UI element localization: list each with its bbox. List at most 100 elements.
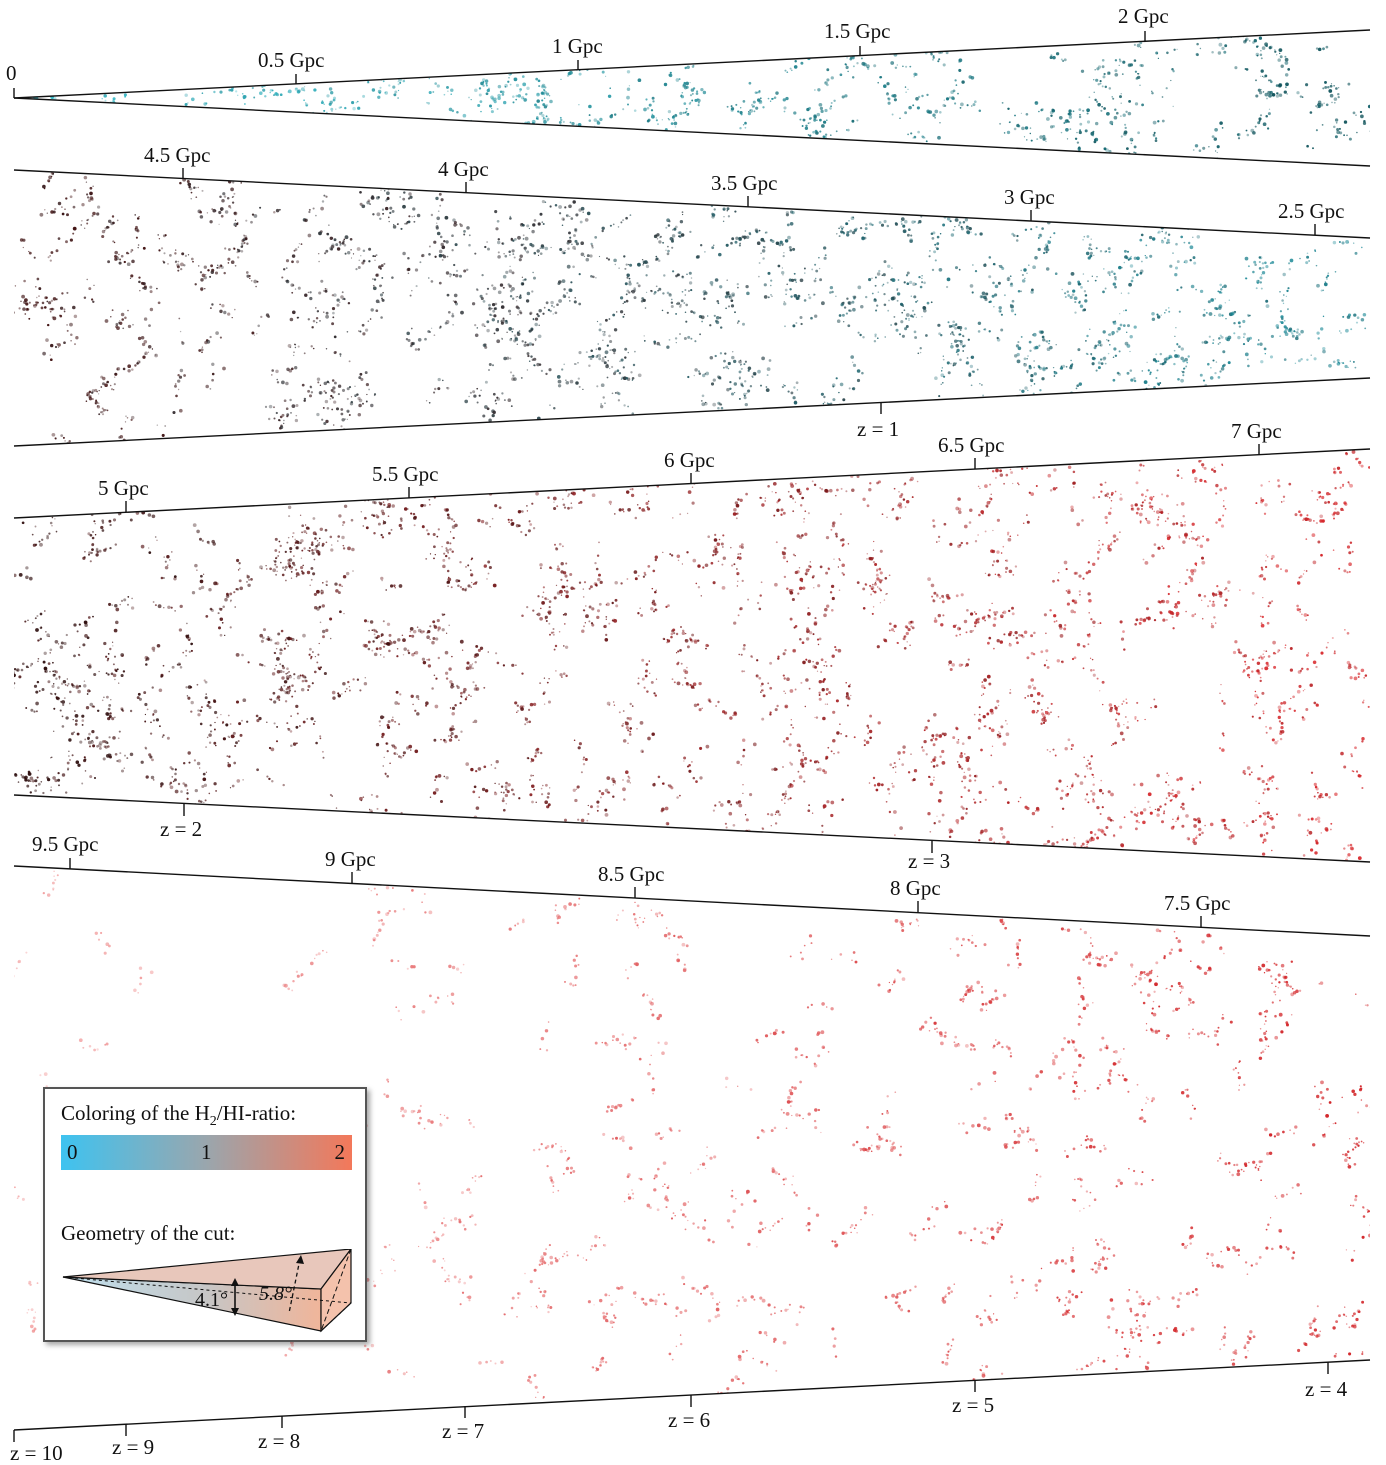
structure-speck (508, 254, 511, 256)
structure-speck (784, 795, 787, 798)
structure-speck (380, 641, 383, 644)
structure-speck (597, 347, 602, 351)
structure-speck (1221, 46, 1225, 51)
structure-speck (323, 671, 327, 676)
structure-speck (1354, 366, 1357, 369)
structure-speck (105, 409, 107, 411)
structure-speck (59, 306, 64, 310)
structure-speck (114, 250, 118, 255)
structure-speck (832, 398, 836, 402)
structure-speck (293, 673, 296, 676)
structure-speck (668, 292, 672, 296)
structure-speck (313, 88, 317, 92)
structure-speck (988, 275, 992, 279)
structure-speck (1118, 372, 1120, 375)
structure-speck (101, 234, 105, 239)
structure-speck (1168, 610, 1172, 614)
structure-speck (509, 265, 511, 268)
structure-speck (582, 609, 585, 612)
structure-speck (1215, 307, 1219, 311)
structure-speck (886, 224, 890, 228)
structure-speck (1251, 715, 1254, 718)
structure-speck (1127, 324, 1130, 328)
structure-speck (1104, 287, 1107, 290)
structure-speck (832, 412, 835, 415)
structure-speck (1154, 139, 1158, 143)
structure-speck (383, 262, 386, 265)
structure-speck (1202, 379, 1206, 382)
structure-speck (1218, 337, 1221, 340)
structure-speck (1279, 310, 1283, 313)
structure-speck (623, 313, 626, 316)
structure-speck (344, 418, 346, 420)
structure-speck (892, 507, 895, 510)
structure-speck (382, 656, 385, 658)
structure-speck (1333, 470, 1337, 475)
structure-speck (1045, 267, 1050, 271)
structure-speck (732, 512, 737, 516)
structure-speck (147, 351, 150, 353)
structure-speck (1250, 128, 1255, 133)
structure-speck (368, 629, 370, 632)
structure-speck (233, 248, 236, 250)
structure-speck (1296, 607, 1300, 612)
structure-speck (406, 268, 410, 272)
structure-speck (380, 264, 384, 268)
structure-speck (833, 99, 836, 103)
structure-speck (518, 330, 521, 332)
structure-speck (470, 98, 472, 101)
structure-speck (799, 118, 802, 121)
structure-speck (565, 214, 569, 218)
structure-speck (1192, 236, 1194, 238)
structure-speck (910, 132, 913, 135)
structure-speck (33, 256, 36, 259)
structure-speck (447, 516, 451, 520)
structure-speck (578, 302, 582, 306)
structure-speck (626, 418, 629, 421)
structure-speck (508, 250, 511, 253)
structure-speck (1340, 332, 1342, 334)
structure-speck (1024, 386, 1028, 390)
structure-speck (199, 210, 203, 214)
structure-speck (1342, 485, 1344, 488)
structure-speck (662, 782, 665, 785)
structure-speck (1306, 614, 1309, 617)
structure-speck (296, 90, 301, 94)
structure-speck (440, 242, 444, 247)
structure-speck (528, 227, 531, 230)
structure-speck (287, 562, 291, 566)
structure-speck (1088, 243, 1092, 247)
structure-speck (949, 220, 952, 223)
structure-speck (821, 301, 825, 306)
structure-speck (1145, 244, 1148, 247)
structure-speck (789, 248, 793, 252)
structure-speck (679, 111, 683, 116)
structure-speck (1297, 670, 1302, 674)
structure-speck (481, 64, 486, 68)
structure-speck (641, 750, 644, 754)
structure-speck (974, 621, 978, 625)
structure-speck (575, 242, 579, 246)
structure-speck (45, 84, 47, 86)
structure-speck (236, 94, 239, 97)
structure-speck (1035, 345, 1039, 350)
structure-speck (1086, 120, 1091, 124)
structure-speck (785, 96, 789, 101)
structure-speck (1296, 604, 1299, 608)
structure-speck (52, 297, 57, 301)
structure-speck (465, 268, 469, 272)
structure-speck (463, 230, 466, 233)
structure-speck (18, 307, 21, 310)
structure-speck (225, 723, 229, 727)
structure-speck (20, 300, 22, 303)
structure-speck (512, 95, 515, 98)
structure-speck (1095, 247, 1098, 250)
structure-speck (1096, 836, 1100, 840)
structure-speck (1268, 79, 1270, 82)
structure-speck (784, 69, 787, 72)
structure-speck (335, 108, 337, 110)
structure-speck (536, 249, 540, 253)
structure-speck (863, 62, 867, 67)
structure-speck (1054, 272, 1058, 275)
structure-speck (487, 651, 490, 653)
